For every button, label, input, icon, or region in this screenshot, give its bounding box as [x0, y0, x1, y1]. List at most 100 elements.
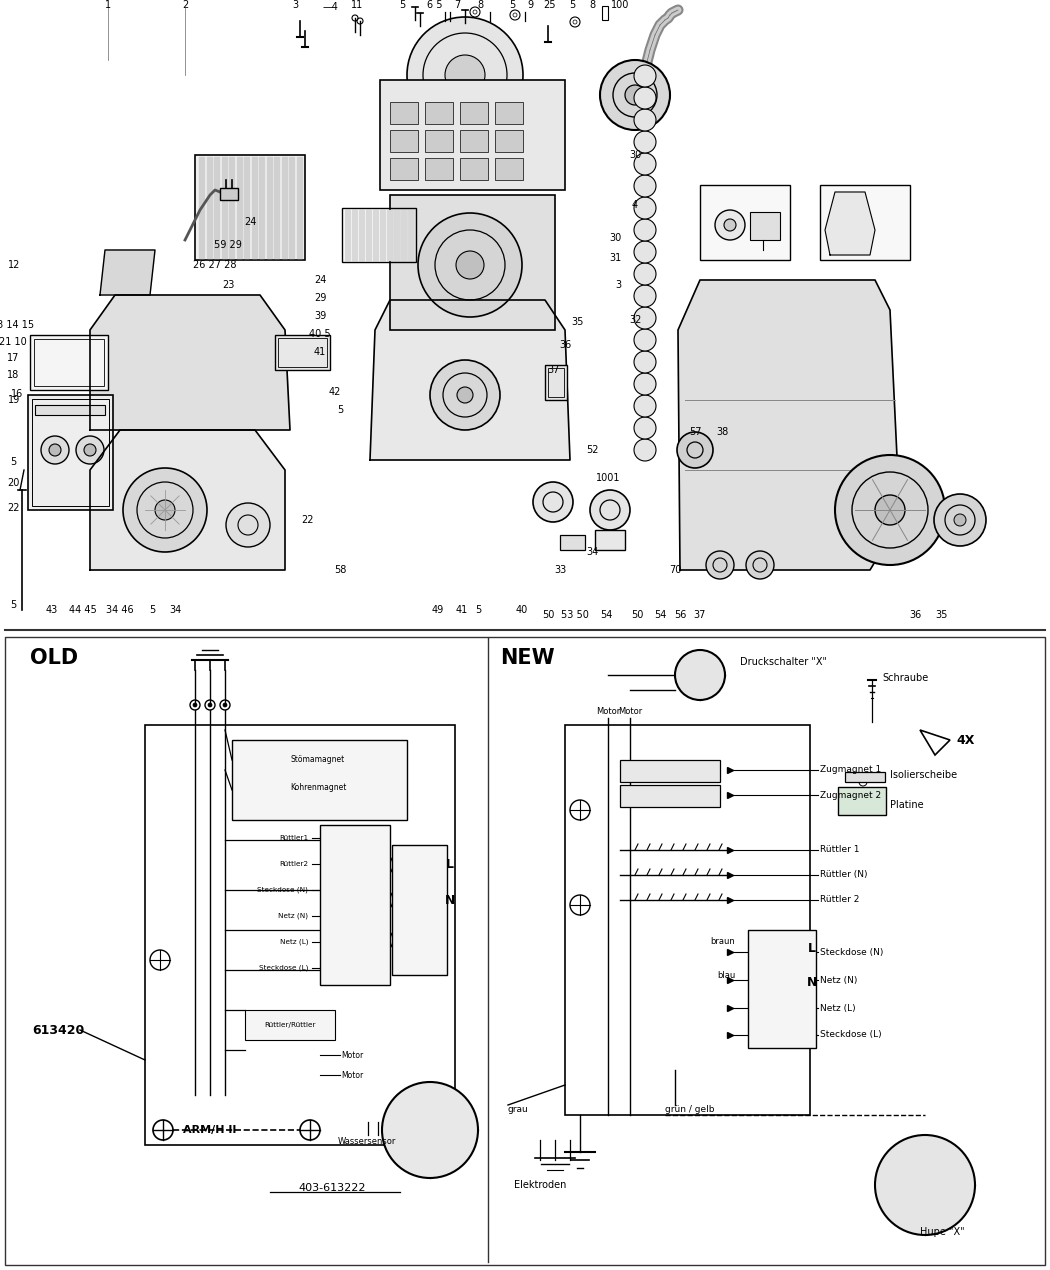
Bar	[748, 930, 816, 1048]
Bar	[5, 638, 1045, 1265]
Text: 49: 49	[432, 605, 444, 615]
Bar	[845, 772, 885, 782]
Text: 35: 35	[936, 610, 948, 620]
Text: 25: 25	[544, 0, 556, 10]
Circle shape	[382, 1082, 478, 1179]
Text: Elektroden: Elektroden	[513, 1180, 566, 1190]
Circle shape	[954, 514, 966, 526]
Text: 24: 24	[244, 217, 256, 227]
Text: Netz (N): Netz (N)	[820, 975, 858, 984]
Text: —4: —4	[322, 3, 338, 11]
Circle shape	[193, 704, 197, 707]
Text: 38: 38	[716, 427, 728, 437]
Circle shape	[600, 60, 670, 130]
Circle shape	[912, 1172, 938, 1198]
Circle shape	[875, 495, 905, 525]
Text: 30: 30	[629, 150, 642, 160]
Bar	[700, 185, 790, 260]
Text: 59 29: 59 29	[214, 240, 242, 250]
Polygon shape	[678, 279, 900, 570]
Bar	[495, 157, 523, 180]
Bar	[620, 785, 720, 806]
Bar	[560, 535, 585, 550]
Polygon shape	[359, 210, 364, 260]
Text: 23: 23	[222, 279, 234, 290]
Text: 37: 37	[694, 610, 707, 620]
Text: Zugmagnet 1: Zugmagnet 1	[820, 766, 881, 775]
Circle shape	[634, 329, 656, 351]
Text: 40: 40	[516, 605, 528, 615]
Polygon shape	[380, 210, 385, 260]
Circle shape	[715, 210, 746, 240]
Text: 44 45: 44 45	[69, 605, 97, 615]
Text: 22: 22	[6, 503, 19, 513]
Text: 41: 41	[456, 605, 468, 615]
Circle shape	[49, 444, 61, 456]
Circle shape	[875, 1135, 975, 1234]
Text: Zugmagnet 2: Zugmagnet 2	[820, 790, 881, 800]
Text: Rüttler/Rüttler: Rüttler/Rüttler	[265, 1022, 316, 1027]
Text: 6 5: 6 5	[427, 0, 443, 10]
Polygon shape	[296, 157, 301, 258]
Text: L: L	[808, 941, 816, 955]
Text: Motor: Motor	[596, 707, 621, 716]
Text: 21 10: 21 10	[0, 337, 27, 347]
Text: 53 50: 53 50	[561, 610, 589, 620]
Text: 30: 30	[609, 232, 622, 243]
Text: 52: 52	[586, 444, 598, 455]
Circle shape	[634, 373, 656, 395]
Bar	[602, 6, 608, 20]
Bar	[34, 339, 104, 386]
Bar	[838, 787, 886, 815]
Text: grau: grau	[508, 1105, 529, 1115]
Text: 50: 50	[542, 610, 554, 620]
Text: L: L	[446, 859, 454, 871]
Text: 8: 8	[477, 0, 483, 10]
Circle shape	[625, 85, 645, 105]
Circle shape	[634, 395, 656, 417]
Bar	[380, 80, 565, 190]
Bar	[195, 155, 304, 260]
Polygon shape	[100, 250, 155, 295]
Bar	[278, 338, 327, 367]
Circle shape	[634, 152, 656, 175]
Text: 2: 2	[182, 0, 188, 10]
Text: Platine: Platine	[890, 800, 924, 810]
Circle shape	[590, 490, 630, 530]
Text: 8: 8	[589, 0, 595, 10]
Bar	[820, 185, 910, 260]
Bar	[548, 368, 564, 398]
Text: Steckdose (L): Steckdose (L)	[820, 1030, 882, 1040]
Text: Rüttler (N): Rüttler (N)	[820, 870, 867, 880]
Circle shape	[634, 307, 656, 329]
Text: N: N	[445, 894, 456, 907]
Circle shape	[123, 469, 207, 552]
Text: 5: 5	[337, 405, 343, 415]
Text: 11: 11	[351, 0, 363, 10]
Polygon shape	[408, 210, 413, 260]
Text: 3: 3	[292, 0, 298, 10]
Circle shape	[634, 263, 656, 284]
Circle shape	[418, 213, 522, 318]
Polygon shape	[373, 210, 378, 260]
Circle shape	[634, 175, 656, 197]
Polygon shape	[289, 157, 294, 258]
Bar	[460, 157, 488, 180]
Text: 13 14 15: 13 14 15	[0, 320, 35, 330]
Bar	[460, 130, 488, 152]
Text: 1001: 1001	[595, 472, 621, 483]
Text: 5: 5	[475, 605, 481, 615]
Text: 5: 5	[9, 457, 16, 467]
Polygon shape	[222, 157, 227, 258]
Bar	[275, 335, 330, 370]
Circle shape	[456, 251, 484, 279]
Text: 34: 34	[586, 547, 598, 558]
Polygon shape	[401, 210, 406, 260]
Bar	[245, 1010, 335, 1040]
Bar	[545, 364, 567, 400]
Bar	[35, 405, 105, 415]
Circle shape	[746, 551, 774, 579]
Text: 100: 100	[611, 0, 629, 10]
Text: 43: 43	[46, 605, 58, 615]
Polygon shape	[90, 431, 285, 570]
